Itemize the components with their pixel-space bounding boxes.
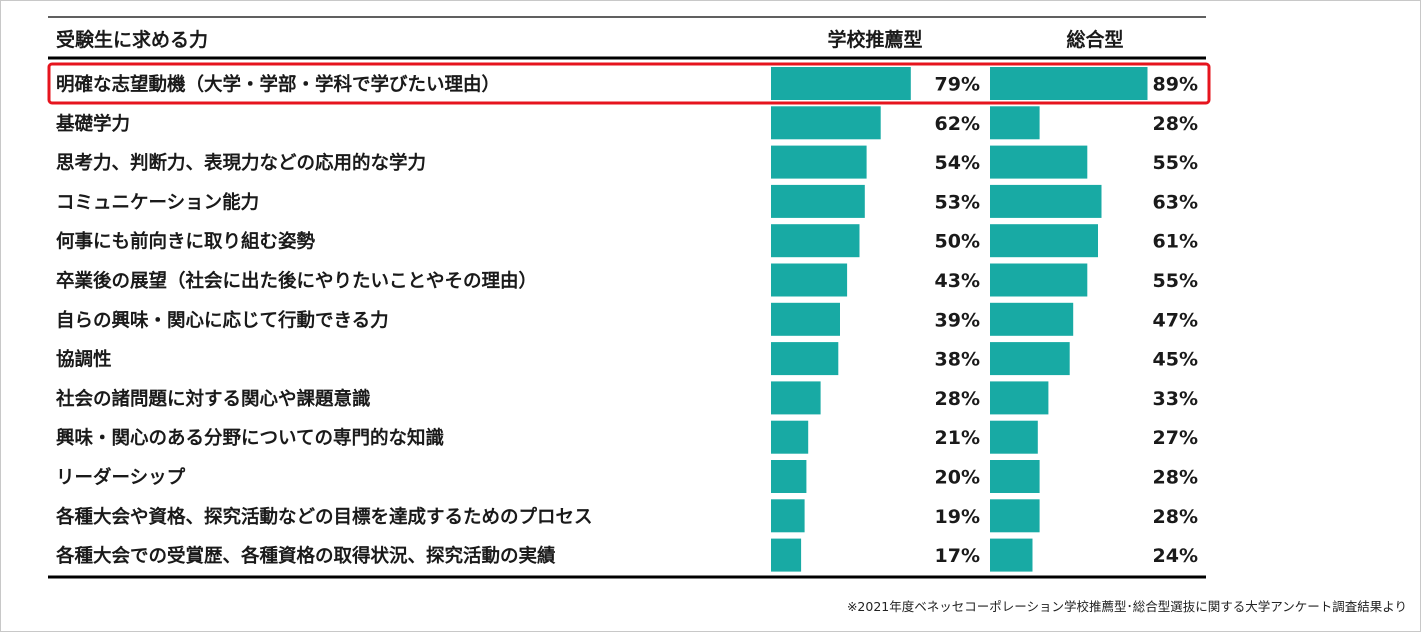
bar-recommendation xyxy=(771,342,839,376)
value-label: 28% xyxy=(935,388,980,410)
bar-comprehensive xyxy=(990,499,1040,533)
value-label: 17% xyxy=(935,545,980,567)
bar-comprehensive xyxy=(990,67,1148,100)
value-label: 19% xyxy=(935,506,980,528)
highlight-box xyxy=(47,62,1211,105)
category-label: 興味・関心のある分野についての専門的な知識 xyxy=(56,427,444,449)
bar-comprehensive xyxy=(990,224,1098,258)
value-label: 45% xyxy=(1153,349,1198,371)
category-label: 明確な志望動機（大学・学部・学科で学びたい理由） xyxy=(56,74,500,96)
value-label: 21% xyxy=(935,427,980,449)
bar-comprehensive xyxy=(990,381,1049,415)
value-label: 20% xyxy=(935,467,980,489)
value-label: 53% xyxy=(935,191,980,213)
category-label: 卒業後の展望（社会に出た後にやりたいことやその理由） xyxy=(56,270,537,292)
bar-recommendation xyxy=(771,302,840,336)
value-label: 55% xyxy=(1153,152,1198,174)
header-series-0: 学校推薦型 xyxy=(827,28,922,51)
category-label: リーダーシップ xyxy=(56,467,186,489)
bar-comprehensive xyxy=(990,342,1070,376)
category-label: 各種大会での受賞歴、各種資格の取得状況、探究活動の実績 xyxy=(55,545,556,567)
bar-comprehensive xyxy=(990,263,1088,297)
bar-recommendation xyxy=(771,224,860,258)
bar-comprehensive xyxy=(990,460,1040,493)
bar-recommendation xyxy=(771,263,848,297)
bar-comprehensive xyxy=(990,184,1102,218)
value-label: 43% xyxy=(935,270,980,292)
bar-recommendation xyxy=(771,499,805,533)
bar-comprehensive xyxy=(990,145,1088,179)
value-label: 79% xyxy=(935,74,980,96)
value-label: 27% xyxy=(1153,427,1198,449)
bar-recommendation xyxy=(771,460,807,493)
value-label: 61% xyxy=(1153,231,1198,253)
value-label: 55% xyxy=(1153,270,1198,292)
value-label: 28% xyxy=(1153,113,1198,135)
value-label: 54% xyxy=(935,152,980,174)
value-label: 28% xyxy=(1153,467,1198,489)
source-footnote: ※2021年度ベネッセコーポレーション学校推薦型･総合型選抜に関する大学アンケー… xyxy=(846,599,1407,614)
value-label: 63% xyxy=(1153,191,1198,213)
bar-recommendation xyxy=(771,538,802,572)
value-label: 50% xyxy=(935,231,980,253)
bar-comprehensive xyxy=(990,106,1040,140)
value-label: 38% xyxy=(935,349,980,371)
bar-recommendation xyxy=(771,145,867,179)
category-label: 思考力、判断力、表現力などの応用的な学力 xyxy=(56,152,426,174)
value-label: 89% xyxy=(1153,74,1198,96)
category-label: 自らの興味・関心に応じて行動できる力 xyxy=(56,309,389,331)
value-label: 24% xyxy=(1153,545,1198,567)
value-label: 39% xyxy=(935,309,980,331)
category-label: 基礎学力 xyxy=(56,113,130,135)
bar-comprehensive xyxy=(990,538,1033,572)
bar-recommendation xyxy=(771,67,911,100)
bar-recommendation xyxy=(771,420,809,454)
value-label: 33% xyxy=(1153,388,1198,410)
bar-comprehensive xyxy=(990,420,1038,454)
header-series-1: 総合型 xyxy=(1066,28,1123,51)
category-label: 何事にも前向きに取り組む姿勢 xyxy=(56,231,316,253)
bar-comprehensive xyxy=(990,302,1074,336)
value-label: 28% xyxy=(1153,506,1198,528)
bar-recommendation xyxy=(771,184,865,218)
header-label-column: 受験生に求める力 xyxy=(56,28,208,51)
bar-recommendation xyxy=(771,381,821,415)
value-label: 47% xyxy=(1153,309,1198,331)
category-label: 各種大会や資格、探究活動などの目標を達成するためのプロセス xyxy=(55,506,593,528)
bar-recommendation xyxy=(771,106,881,140)
category-label: 協調性 xyxy=(56,349,112,371)
category-label: コミュニケーション能力 xyxy=(56,191,259,213)
value-label: 62% xyxy=(935,113,980,135)
category-label: 社会の諸問題に対する関心や課題意識 xyxy=(55,388,371,410)
